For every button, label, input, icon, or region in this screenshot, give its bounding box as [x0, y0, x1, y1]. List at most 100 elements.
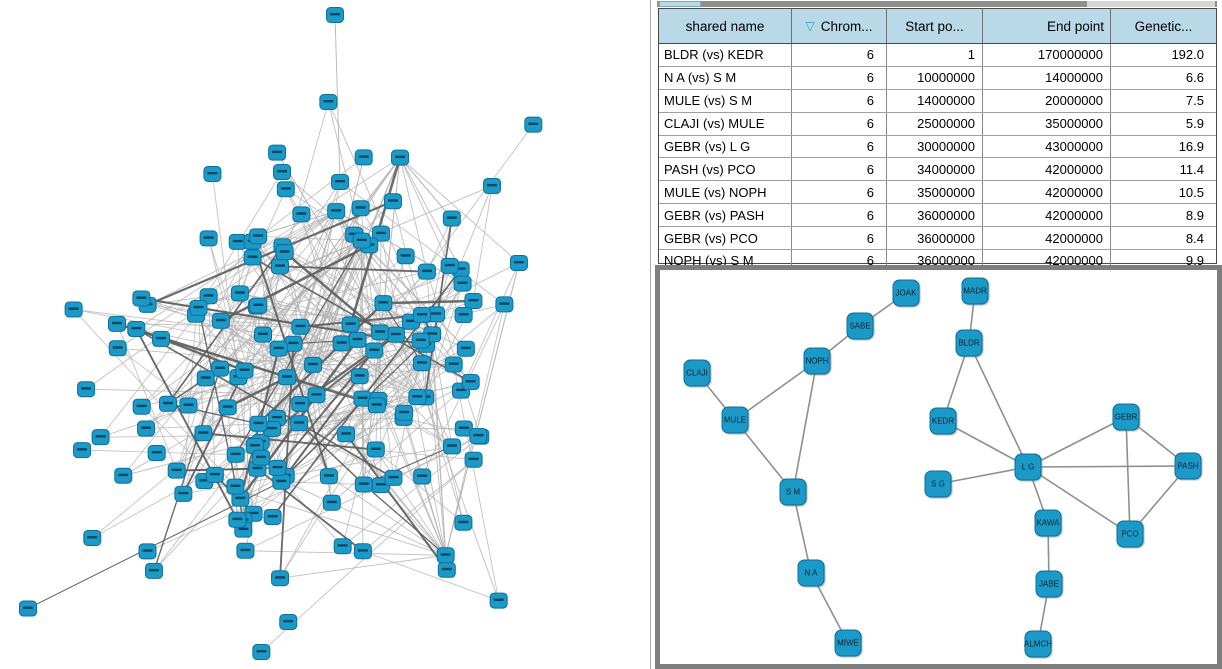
left-network-node[interactable] [443, 438, 462, 455]
left-network-node[interactable] [413, 307, 432, 324]
left-network-node[interactable] [249, 415, 268, 432]
left-network-node[interactable] [319, 94, 338, 110]
left-network-node[interactable] [350, 368, 369, 385]
left-network-node[interactable] [292, 206, 311, 223]
left-network-node[interactable] [268, 144, 287, 161]
left-network-node[interactable] [331, 174, 349, 190]
left-network-node[interactable] [456, 340, 475, 357]
edge-NOPH-MULE[interactable] [734, 360, 818, 421]
node-BLDR[interactable]: BLDR [955, 329, 983, 357]
left-network-node[interactable] [114, 467, 133, 484]
left-network-node[interactable] [366, 441, 385, 458]
node-S-M[interactable]: S M [779, 478, 807, 506]
node-PCO[interactable]: PCO [1116, 520, 1144, 548]
left-network-node[interactable] [252, 644, 271, 660]
node-N-A[interactable]: N A [797, 559, 825, 587]
left-network-node[interactable] [179, 397, 198, 414]
left-network-node[interactable] [253, 326, 272, 343]
table-row[interactable]: MULE (vs) NOPH 6 35000000 42000000 10.5 [659, 181, 1216, 205]
left-network-node[interactable] [275, 244, 294, 261]
left-network-node[interactable] [218, 399, 237, 416]
left-network-node[interactable] [440, 257, 459, 274]
left-network-node[interactable] [236, 542, 255, 559]
column-header-chromosome[interactable]: ▽ Chrom... [792, 9, 887, 43]
node-L-G[interactable]: L G [1014, 453, 1042, 481]
left-network-node[interactable] [453, 275, 472, 292]
left-network-node[interactable] [230, 285, 249, 302]
left-network-node[interactable] [205, 466, 224, 483]
left-network-node[interactable] [77, 381, 96, 398]
edge-L G-PASH[interactable] [1027, 465, 1189, 468]
left-network-node[interactable] [417, 263, 436, 280]
left-network-node[interactable] [337, 426, 356, 443]
left-network-node[interactable] [249, 228, 268, 245]
left-network-node[interactable] [211, 312, 230, 329]
table-row[interactable]: MULE (vs) S M 6 14000000 20000000 7.5 [659, 89, 1216, 113]
left-network-node[interactable] [263, 420, 282, 437]
table-row[interactable]: CLAJI (vs) MULE 6 25000000 35000000 5.9 [659, 112, 1216, 136]
left-network-node[interactable] [291, 395, 310, 412]
left-network-node[interactable] [226, 478, 245, 495]
left-network-node[interactable] [235, 362, 254, 379]
left-network-node[interactable] [108, 340, 127, 357]
left-network-node[interactable] [509, 254, 528, 271]
scrollbar-thumb[interactable] [659, 1, 701, 7]
left-network-node[interactable] [189, 299, 208, 316]
left-network-node[interactable] [524, 116, 543, 133]
left-network-node[interactable] [395, 404, 414, 421]
left-network-node[interactable] [322, 494, 341, 511]
left-network-node[interactable] [158, 395, 177, 412]
table-row[interactable]: GEBR (vs) PASH 6 36000000 42000000 8.9 [659, 204, 1216, 228]
left-network-node[interactable] [199, 288, 218, 305]
left-network-node[interactable] [374, 295, 393, 312]
left-network-node[interactable] [228, 511, 247, 528]
left-network-node[interactable] [194, 425, 213, 442]
left-network-node[interactable] [469, 427, 488, 444]
left-network-node[interactable] [276, 181, 295, 198]
left-network-node[interactable] [454, 514, 473, 531]
left-network-node[interactable] [413, 468, 432, 485]
left-network-node[interactable] [64, 301, 83, 318]
left-network-node[interactable] [396, 248, 415, 265]
left-network-node[interactable] [326, 7, 344, 23]
left-network-node[interactable] [273, 164, 292, 181]
left-network-node[interactable] [272, 473, 291, 490]
left-network-node[interactable] [307, 387, 326, 404]
left-network-node[interactable] [290, 415, 309, 432]
node-KAWA[interactable]: KAWA [1034, 509, 1062, 537]
left-network-node[interactable] [249, 297, 268, 314]
left-network-node[interactable] [489, 592, 508, 609]
left-network-node[interactable] [147, 445, 166, 462]
left-network-node[interactable] [436, 547, 455, 564]
node-CLAJI[interactable]: CLAJI [683, 359, 711, 387]
left-network-node[interactable] [269, 340, 288, 357]
left-network-node[interactable] [138, 543, 157, 560]
node-SABE[interactable]: SABE [846, 312, 874, 340]
table-row[interactable]: BLDR (vs) KEDR 6 1 170000000 192.0 [659, 44, 1216, 67]
table-row[interactable]: GEBR (vs) L G 6 30000000 43000000 16.9 [659, 135, 1216, 159]
edge-L G-PCO[interactable] [1027, 466, 1131, 535]
left-network-node[interactable] [411, 332, 430, 349]
edge-GEBR-PCO[interactable] [1125, 416, 1131, 535]
edge-NOPH-S M[interactable] [792, 360, 818, 493]
left-network-node[interactable] [278, 369, 297, 386]
left-network-node[interactable] [107, 315, 126, 332]
left-network-node[interactable] [464, 292, 483, 309]
node-MULE[interactable]: MULE [721, 406, 749, 434]
main-network-canvas[interactable] [0, 0, 650, 669]
column-header-end-point[interactable]: End point [983, 9, 1111, 43]
left-network-node[interactable] [408, 389, 427, 406]
left-network-node[interactable] [196, 370, 215, 387]
left-network-node[interactable] [137, 420, 156, 437]
left-network-node[interactable] [444, 356, 463, 373]
left-network-node[interactable] [73, 442, 92, 459]
left-network-node[interactable] [352, 232, 371, 249]
edge-KEDR-L G[interactable] [942, 420, 1029, 468]
left-network-node[interactable] [412, 355, 431, 372]
node-KEDR[interactable]: KEDR [929, 407, 957, 435]
left-network-node[interactable] [454, 420, 473, 437]
left-network-node[interactable] [354, 149, 373, 166]
left-network-node[interactable] [365, 342, 384, 359]
left-network-node[interactable] [386, 326, 405, 343]
left-network-node[interactable] [332, 335, 351, 352]
